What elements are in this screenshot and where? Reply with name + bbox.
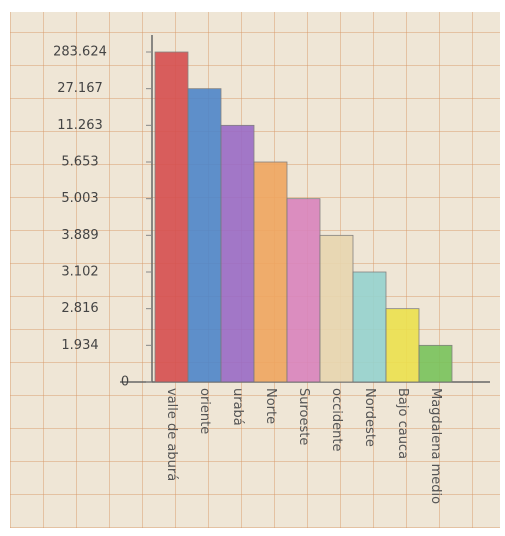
bar (385, 308, 420, 383)
y-tick-label: 11.263 (57, 118, 103, 133)
y-tick-label: 1.934 (61, 338, 98, 353)
x-tick-label: Bajo cauca (395, 388, 410, 459)
x-tick-label: valle de aburá (164, 388, 179, 481)
y-tick-label: 27.167 (57, 81, 103, 96)
bar (187, 88, 222, 383)
bar (154, 51, 189, 383)
y-tick-label: 2.816 (61, 301, 98, 316)
bar (418, 344, 453, 383)
x-tick-label: Magdalena medio (428, 388, 443, 504)
y-tick-label: 3.889 (61, 228, 98, 243)
bar (253, 161, 288, 383)
y-tick-label: 3.102 (61, 265, 98, 280)
bar (286, 198, 321, 383)
x-tick-label: occidente (329, 388, 344, 451)
y-tick-label: 5.653 (61, 155, 98, 170)
bar (352, 271, 387, 383)
x-tick-label: urabá (230, 388, 245, 426)
y-tick-label: 5.003 (61, 191, 98, 206)
x-tick-label: Suroeste (296, 388, 311, 445)
y-tick-label: 0 (121, 375, 129, 390)
x-tick-label: oriente (197, 388, 212, 434)
y-tick-label: 283.624 (53, 45, 107, 60)
x-tick-label: Nordeste (362, 388, 377, 447)
bar (319, 234, 354, 383)
bar (220, 124, 255, 383)
x-tick-label: Norte (263, 388, 278, 424)
